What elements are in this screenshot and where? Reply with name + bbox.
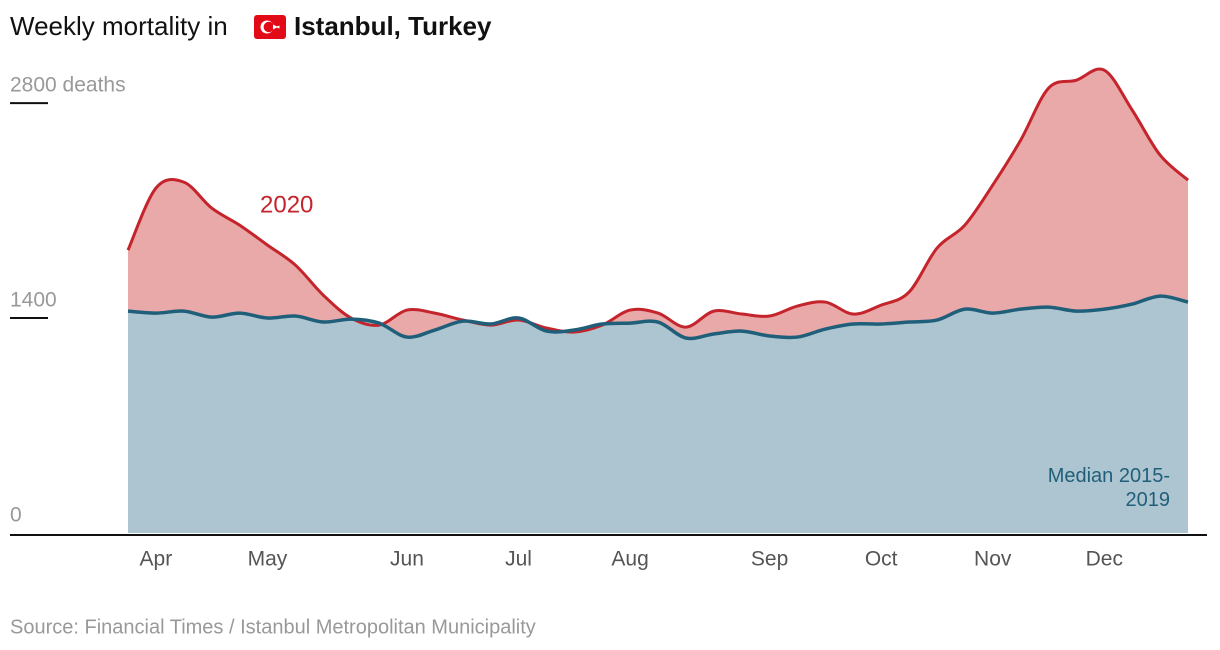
- area: [128, 296, 1188, 533]
- x-tick-label: Apr: [140, 548, 173, 571]
- x-tick-label: Nov: [974, 548, 1012, 571]
- x-tick-label: Aug: [611, 548, 648, 571]
- x-tick-label: Jul: [505, 548, 532, 571]
- source: Source: Financial Times / Istanbul Metro…: [10, 616, 536, 638]
- x-tick-label: Oct: [865, 548, 898, 571]
- x-tick-label: May: [248, 548, 288, 571]
- x-tick-label: Jun: [390, 548, 424, 571]
- line: [126, 67, 1190, 334]
- chart-title-location: Istanbul, Turkey: [294, 11, 492, 41]
- flag: [254, 15, 286, 39]
- y-tick-label: 2800 deaths: [10, 74, 126, 97]
- y-tick-label: 1400: [10, 289, 57, 312]
- chart-title: Weekly mortality in: [10, 11, 228, 41]
- series-label: 2020: [260, 191, 313, 218]
- median-label: Median 2015-2019: [1047, 465, 1170, 511]
- y-tick-label: 0: [10, 504, 22, 527]
- x-tick-label: Sep: [751, 548, 788, 571]
- x-tick-label: Dec: [1086, 548, 1123, 571]
- line: [127, 294, 1189, 341]
